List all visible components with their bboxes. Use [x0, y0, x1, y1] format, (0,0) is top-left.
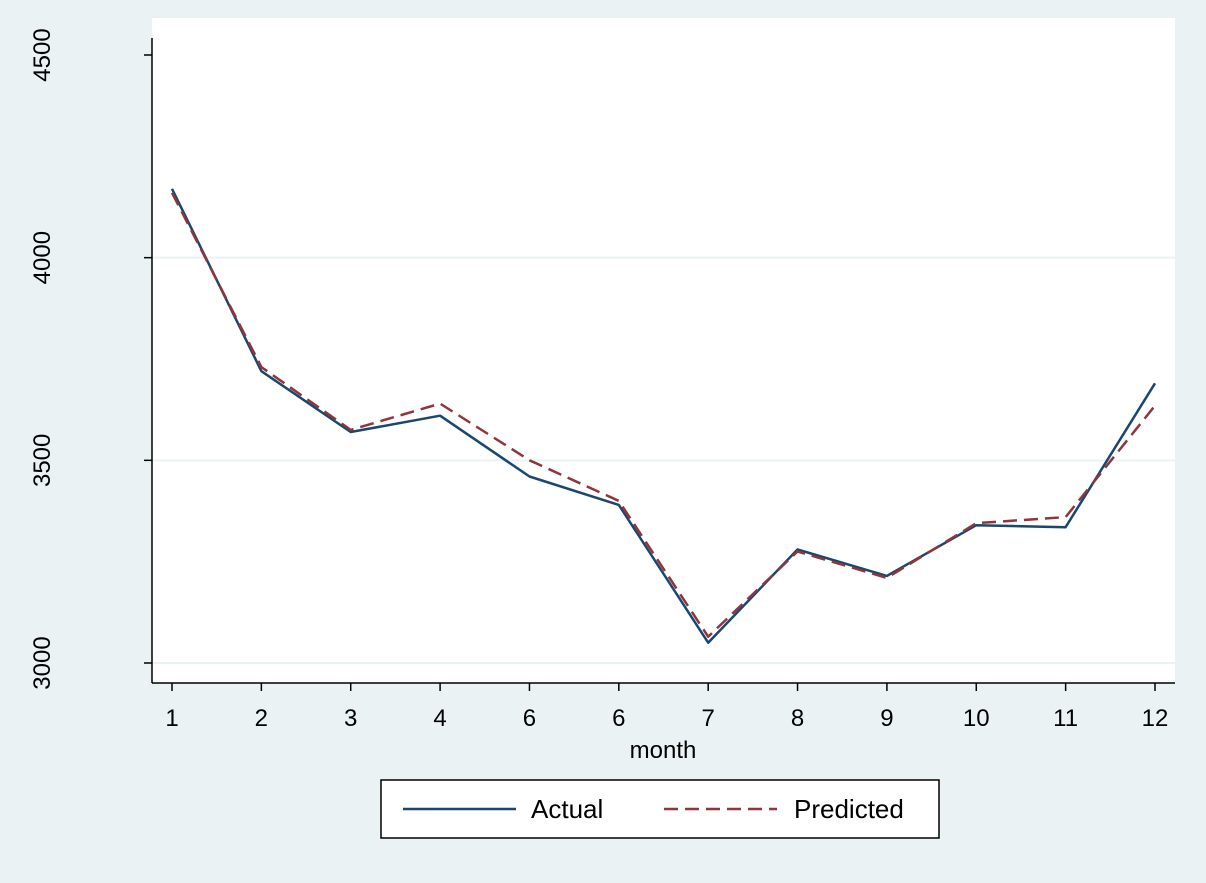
- legend-label-predicted: Predicted: [794, 794, 904, 824]
- x-tick-label-1: 1: [165, 705, 178, 732]
- legend: Actual Predicted: [380, 779, 940, 839]
- y-tick-label-4000: 4000: [29, 231, 56, 284]
- y-tick-label-4500: 4500: [29, 28, 56, 81]
- series-line-predicted: [170, 192, 1156, 638]
- x-tick-label-8: 8: [791, 705, 804, 732]
- x-tick-label-7: 7: [702, 705, 715, 732]
- series-line-actual: [170, 188, 1157, 644]
- x-tick-label-2: 2: [255, 705, 268, 732]
- legend-label-actual: Actual: [531, 794, 603, 824]
- x-tick-label-5: 6: [523, 705, 536, 732]
- y-tick-label-3500: 3500: [29, 434, 56, 487]
- x-tick-label-12: 12: [1142, 705, 1169, 732]
- x-tick-label-9: 9: [880, 705, 893, 732]
- grid-lines: [152, 256, 1175, 664]
- y-tick-label-3000: 3000: [29, 636, 56, 689]
- series-lines: [170, 188, 1157, 644]
- x-tick-label-10: 10: [963, 705, 990, 732]
- x-axis-label: month: [630, 737, 697, 764]
- plot-area: [152, 18, 1175, 683]
- x-tick-label-4: 4: [433, 705, 446, 732]
- x-tick-label-6: 6: [612, 705, 625, 732]
- x-tick-label-11: 11: [1053, 705, 1078, 732]
- x-tick-label-3: 3: [344, 705, 357, 732]
